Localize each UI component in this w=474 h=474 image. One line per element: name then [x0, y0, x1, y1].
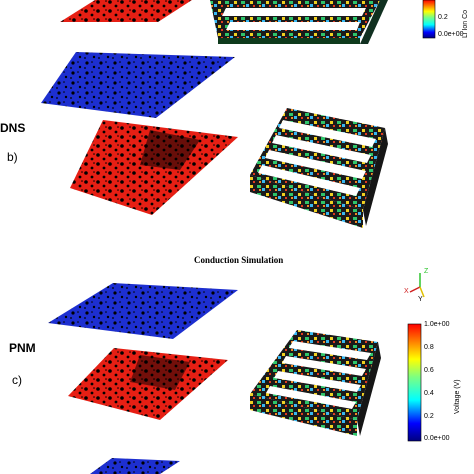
panel-label-pnm: PNM: [9, 341, 36, 355]
bottom-colorbar-tick-0: 1.0e+00: [424, 321, 450, 328]
dns-blue-slab: [41, 52, 235, 118]
top-frame-structure: [210, 0, 388, 44]
bottom-colorbar-tick-5: 0.0e+00: [424, 435, 450, 442]
bottom-colorbar: [408, 324, 421, 441]
top-colorbar-label: Li Ion Co: [462, 9, 469, 38]
bottom-colorbar-tick-3: 0.4: [424, 390, 434, 397]
top-colorbar-tick-1: 0.0e+00: [438, 31, 464, 38]
pnm-frame-structure: [250, 330, 381, 436]
bottom-colorbar-tick-2: 0.6: [424, 367, 434, 374]
axis-x-label: X: [404, 288, 409, 295]
panel-label-b: b): [7, 150, 18, 164]
axis-z-label: Z: [424, 268, 429, 275]
bottom-colorbar-label: Voltage (V): [454, 379, 461, 414]
axis-y-label: Y: [418, 296, 423, 303]
axes-triad: [409, 273, 425, 298]
bottom-colorbar-tick-1: 0.8: [424, 344, 434, 351]
panel-label-dns: DNS: [0, 121, 26, 135]
bottom-colorbar-tick-4: 0.2: [424, 413, 434, 420]
dns-frame-structure: [250, 108, 388, 228]
section-title: Conduction Simulation: [194, 255, 284, 265]
top-red-slab: [60, 0, 192, 22]
bottom-blue-slab: [90, 458, 180, 474]
top-colorbar-tick-0: 0.2: [438, 14, 448, 21]
pnm-blue-slab: [48, 283, 238, 339]
panel-label-c: c): [12, 373, 22, 387]
top-colorbar: [423, 0, 435, 38]
